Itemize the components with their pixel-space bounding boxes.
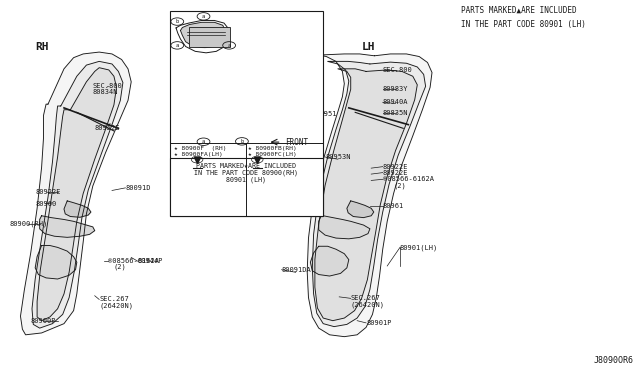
- Text: b: b: [240, 139, 244, 144]
- Text: (2): (2): [114, 264, 127, 270]
- Text: RH: RH: [35, 42, 49, 51]
- Polygon shape: [315, 69, 417, 321]
- Text: SEC.800: SEC.800: [93, 83, 122, 89]
- Text: 80960: 80960: [35, 201, 56, 207]
- Text: 80922E: 80922E: [95, 125, 120, 131]
- Text: 80900(RH): 80900(RH): [10, 221, 48, 227]
- Text: IN THE PART CODE 80901 (LH): IN THE PART CODE 80901 (LH): [461, 20, 586, 29]
- Polygon shape: [312, 61, 426, 327]
- Text: 80940A: 80940A: [383, 99, 408, 105]
- Text: SEC.267: SEC.267: [99, 296, 129, 302]
- Text: 80922E: 80922E: [35, 189, 61, 195]
- Polygon shape: [40, 216, 95, 237]
- Polygon shape: [20, 52, 131, 335]
- Text: PARTS MARKED★ARE INCLUDED: PARTS MARKED★ARE INCLUDED: [196, 163, 296, 169]
- Text: 80091DA: 80091DA: [282, 267, 311, 273]
- Bar: [189, 27, 230, 46]
- Text: 80922E: 80922E: [383, 164, 408, 170]
- Text: b: b: [175, 19, 179, 24]
- Text: LH: LH: [362, 42, 375, 51]
- Text: (2): (2): [394, 183, 406, 189]
- Text: ★ 80900FB(RH): ★ 80900FB(RH): [248, 146, 296, 151]
- Text: 80900P: 80900P: [31, 318, 56, 324]
- Text: a: a: [202, 139, 205, 144]
- Text: ★ 80900FA(LH): ★ 80900FA(LH): [174, 152, 223, 157]
- Text: 80961: 80961: [383, 203, 404, 209]
- Text: 80901 (LH): 80901 (LH): [227, 176, 266, 183]
- Text: 80901P: 80901P: [366, 320, 392, 326]
- Text: 80091D: 80091D: [125, 185, 151, 191]
- Text: ®08566-6162A: ®08566-6162A: [383, 176, 434, 182]
- Text: ®08566-6162A: ®08566-6162A: [108, 258, 159, 264]
- Text: 80944P: 80944P: [138, 258, 163, 264]
- Text: 80834N: 80834N: [93, 89, 118, 95]
- Text: 80901(LH): 80901(LH): [400, 244, 438, 251]
- Text: ▲80951: ▲80951: [312, 110, 338, 116]
- Bar: [170, 158, 323, 216]
- Polygon shape: [319, 216, 370, 239]
- Text: (26420N): (26420N): [99, 302, 133, 309]
- Text: 80983Y: 80983Y: [383, 86, 408, 92]
- Text: J8090OR6: J8090OR6: [594, 356, 634, 365]
- Polygon shape: [37, 68, 116, 321]
- Polygon shape: [347, 201, 374, 218]
- Text: a: a: [175, 43, 179, 48]
- Polygon shape: [310, 246, 349, 276]
- Polygon shape: [35, 246, 77, 279]
- Polygon shape: [307, 54, 432, 337]
- Polygon shape: [32, 61, 123, 328]
- Text: FRONT: FRONT: [285, 138, 308, 147]
- Text: PARTS MARKED▲ARE INCLUDED: PARTS MARKED▲ARE INCLUDED: [461, 6, 577, 15]
- Text: (26420N): (26420N): [351, 301, 385, 308]
- Text: 80835N: 80835N: [383, 110, 408, 116]
- Text: SEC.800: SEC.800: [383, 67, 412, 73]
- Text: a: a: [227, 43, 231, 48]
- Text: ★ 80900FC(LH): ★ 80900FC(LH): [248, 152, 296, 157]
- Polygon shape: [180, 22, 225, 48]
- Text: 80922E: 80922E: [383, 170, 408, 176]
- Text: 80953N: 80953N: [325, 154, 351, 160]
- Text: IN THE PART CODE 80900(RH): IN THE PART CODE 80900(RH): [195, 170, 298, 176]
- Text: ★ 80900F  (RH): ★ 80900F (RH): [174, 146, 227, 151]
- Polygon shape: [64, 201, 91, 217]
- Text: SEC.267: SEC.267: [351, 295, 380, 301]
- Text: a: a: [202, 14, 205, 19]
- Bar: [170, 11, 323, 216]
